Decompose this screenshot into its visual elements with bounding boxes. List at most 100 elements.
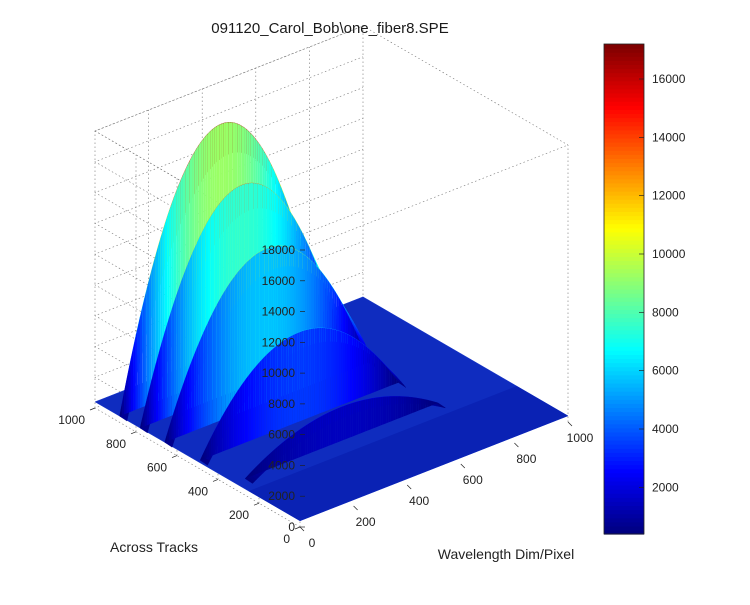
surface-patch bbox=[243, 262, 247, 412]
surface-patch bbox=[335, 408, 338, 444]
surface-patch bbox=[228, 282, 231, 418]
surface-patch bbox=[212, 309, 215, 424]
surface-patch bbox=[343, 405, 346, 440]
surface-patch bbox=[315, 418, 319, 451]
x-tick-label: 800 bbox=[516, 452, 536, 466]
surface-patch bbox=[387, 368, 390, 387]
surface-patch bbox=[270, 348, 273, 433]
surface-patch bbox=[380, 360, 384, 390]
surface-patch bbox=[268, 350, 271, 434]
surface-patch bbox=[288, 436, 291, 462]
colorbar-band bbox=[604, 48, 644, 53]
surface-patch bbox=[251, 469, 254, 477]
colorbar-band bbox=[604, 162, 644, 168]
surface-patch bbox=[275, 447, 278, 467]
surface-patch bbox=[260, 460, 263, 473]
surface-patch bbox=[373, 397, 376, 429]
colorbar-band bbox=[604, 101, 644, 106]
colorbar-band bbox=[604, 256, 644, 262]
colorbar-band bbox=[604, 529, 644, 535]
surface-patch bbox=[283, 440, 286, 464]
x-tick-label: 400 bbox=[409, 494, 429, 508]
colorbar-band bbox=[604, 485, 644, 490]
surface-patch bbox=[176, 398, 179, 438]
colorbar: 2000 4000 6000 8000 10000 12000 14000 16000 bbox=[603, 43, 686, 535]
colorbar-frame bbox=[603, 43, 645, 535]
y-tick-label: 200 bbox=[229, 508, 249, 522]
surface-patch bbox=[354, 338, 357, 400]
surface-patch bbox=[171, 301, 175, 416]
y-tick-label: 0 bbox=[283, 532, 290, 546]
colorbar-band bbox=[604, 468, 644, 474]
surface-patch bbox=[149, 380, 152, 425]
colorbar-band bbox=[604, 407, 644, 413]
grid-line bbox=[94, 25, 364, 251]
surface-patch bbox=[337, 407, 340, 443]
colorbar-band bbox=[604, 150, 644, 155]
surface-patch bbox=[380, 396, 383, 426]
colorbar-tick-label: 10000 bbox=[652, 247, 686, 261]
y-tick-label: 400 bbox=[188, 484, 208, 498]
surface-patch bbox=[142, 408, 145, 428]
surface-patch bbox=[292, 433, 295, 461]
colorbar-band bbox=[604, 301, 644, 306]
colorbar-band bbox=[604, 387, 644, 392]
surface-patch bbox=[369, 398, 372, 430]
surface-patch bbox=[203, 327, 206, 428]
surface-patch bbox=[128, 358, 131, 413]
colorbar-band bbox=[604, 293, 644, 298]
surface-patch bbox=[169, 419, 172, 441]
surface-patch bbox=[378, 397, 381, 427]
colorbar-band bbox=[604, 219, 644, 225]
colorbar-band bbox=[604, 464, 644, 470]
colorbar-band bbox=[604, 444, 644, 449]
surface-patch bbox=[248, 372, 251, 442]
colorbar-band bbox=[604, 252, 644, 257]
surface-patch bbox=[135, 327, 138, 410]
surface-patch bbox=[365, 345, 368, 396]
surface-patch bbox=[420, 398, 424, 410]
x-tick-mark bbox=[460, 463, 466, 469]
surface-patch bbox=[410, 397, 413, 414]
grid-line bbox=[362, 25, 569, 146]
colorbar-band bbox=[604, 338, 644, 343]
surface-patch bbox=[347, 334, 351, 403]
surface-patch bbox=[350, 403, 353, 438]
surface-patch bbox=[367, 398, 370, 431]
colorbar-band bbox=[604, 240, 644, 245]
surface-patch bbox=[272, 347, 276, 432]
surface-patch bbox=[348, 403, 351, 439]
colorbar-band bbox=[604, 146, 644, 151]
colorbar-band bbox=[604, 497, 644, 502]
surface-patch bbox=[182, 378, 186, 436]
surface-patch bbox=[130, 347, 134, 412]
colorbar-band bbox=[604, 297, 644, 302]
surface-patch bbox=[408, 396, 411, 415]
surface-patch bbox=[266, 352, 269, 435]
surface-patch bbox=[281, 340, 284, 429]
surface-patch bbox=[176, 288, 179, 414]
colorbar-band bbox=[604, 456, 644, 462]
surface-patch bbox=[257, 362, 260, 438]
x-tick-mark bbox=[353, 505, 358, 511]
surface-patch bbox=[312, 328, 315, 417]
surface-patch bbox=[298, 428, 301, 458]
colorbar-band bbox=[604, 174, 644, 180]
colorbar-band bbox=[604, 80, 644, 86]
z-tick-label: 6000 bbox=[268, 428, 295, 442]
colorbar-band bbox=[604, 129, 644, 135]
surface-patch bbox=[173, 405, 177, 439]
surface-patch bbox=[215, 424, 218, 455]
surface-patch bbox=[341, 406, 344, 441]
surface-patch bbox=[214, 304, 217, 423]
surface-patch bbox=[144, 288, 147, 407]
surface-patch bbox=[264, 456, 267, 472]
colorbar-band bbox=[604, 399, 644, 404]
surface-patch bbox=[277, 445, 280, 466]
surface-patch bbox=[266, 454, 269, 471]
surface-patch bbox=[303, 426, 306, 456]
surface-patch bbox=[151, 372, 154, 424]
colorbar-band bbox=[604, 68, 644, 74]
colorbar-band bbox=[604, 501, 644, 507]
colorbar-band bbox=[604, 117, 644, 123]
